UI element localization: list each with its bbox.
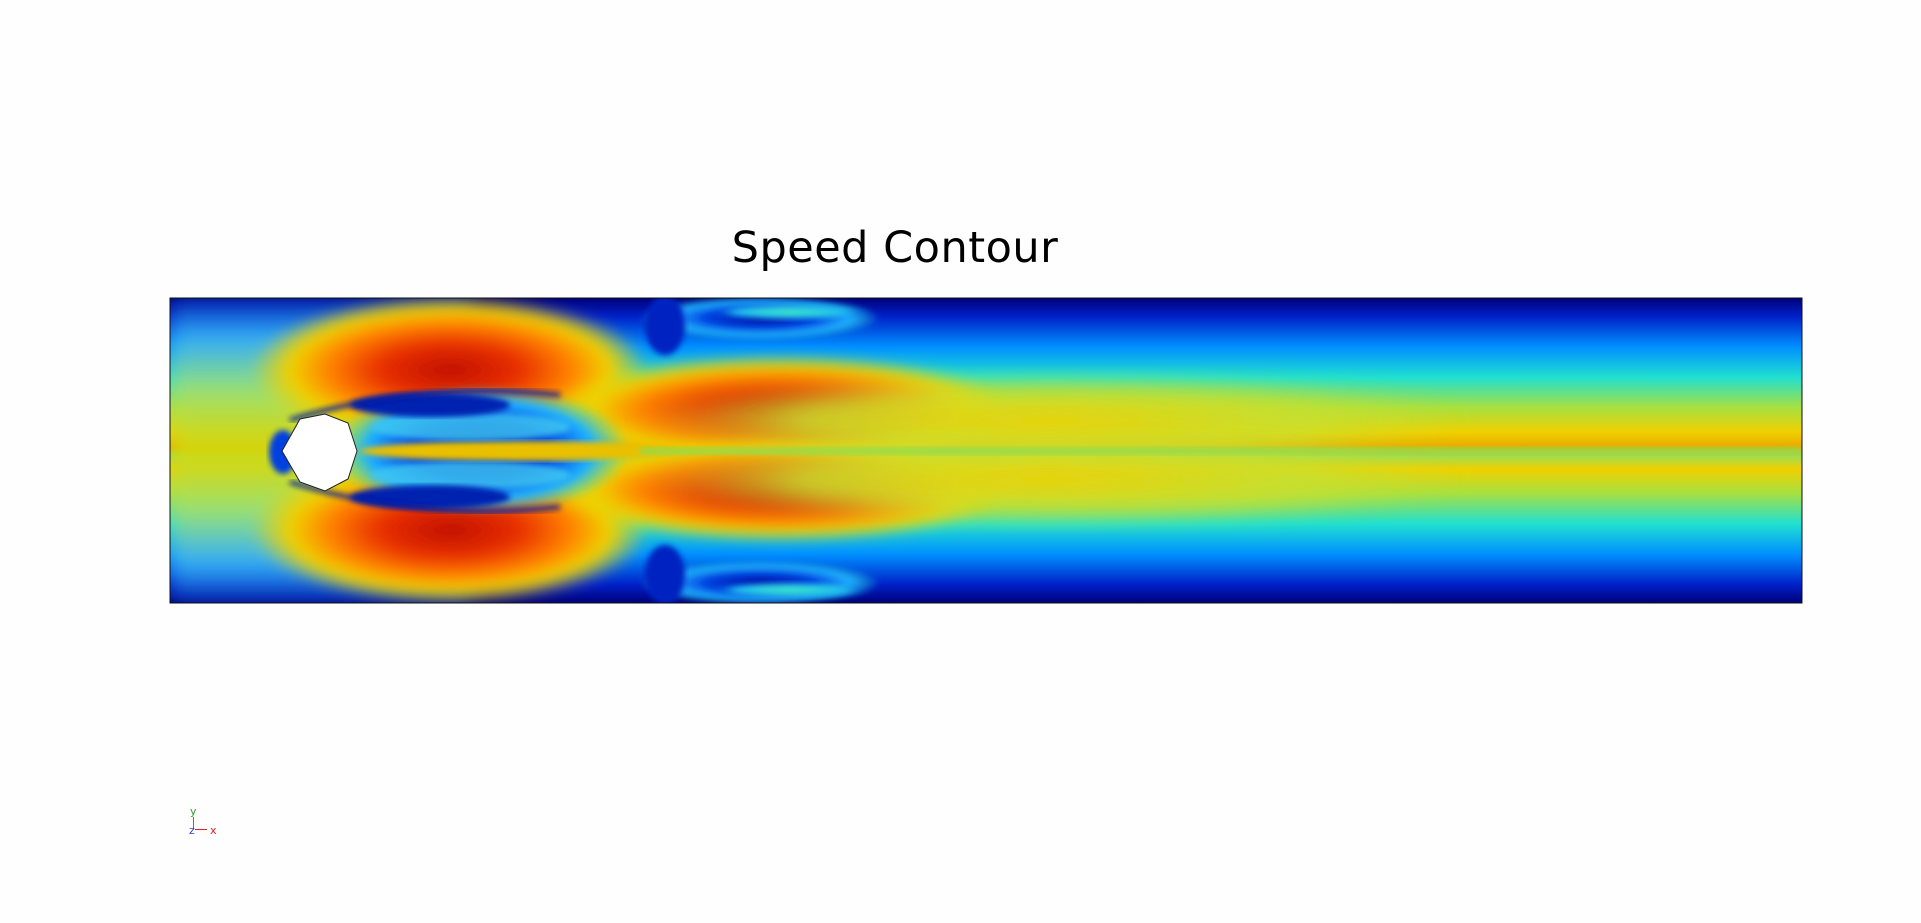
y-axis-label: y — [190, 805, 197, 818]
y-axis-line — [193, 817, 194, 829]
cylinder-obstacle — [281, 413, 358, 492]
x-axis-line — [195, 829, 207, 830]
orientation-axes-triad: y z x — [188, 806, 222, 840]
z-axis-label: z — [189, 824, 195, 837]
plot-title: Speed Contour — [731, 223, 1059, 273]
x-axis-label: x — [210, 824, 217, 837]
